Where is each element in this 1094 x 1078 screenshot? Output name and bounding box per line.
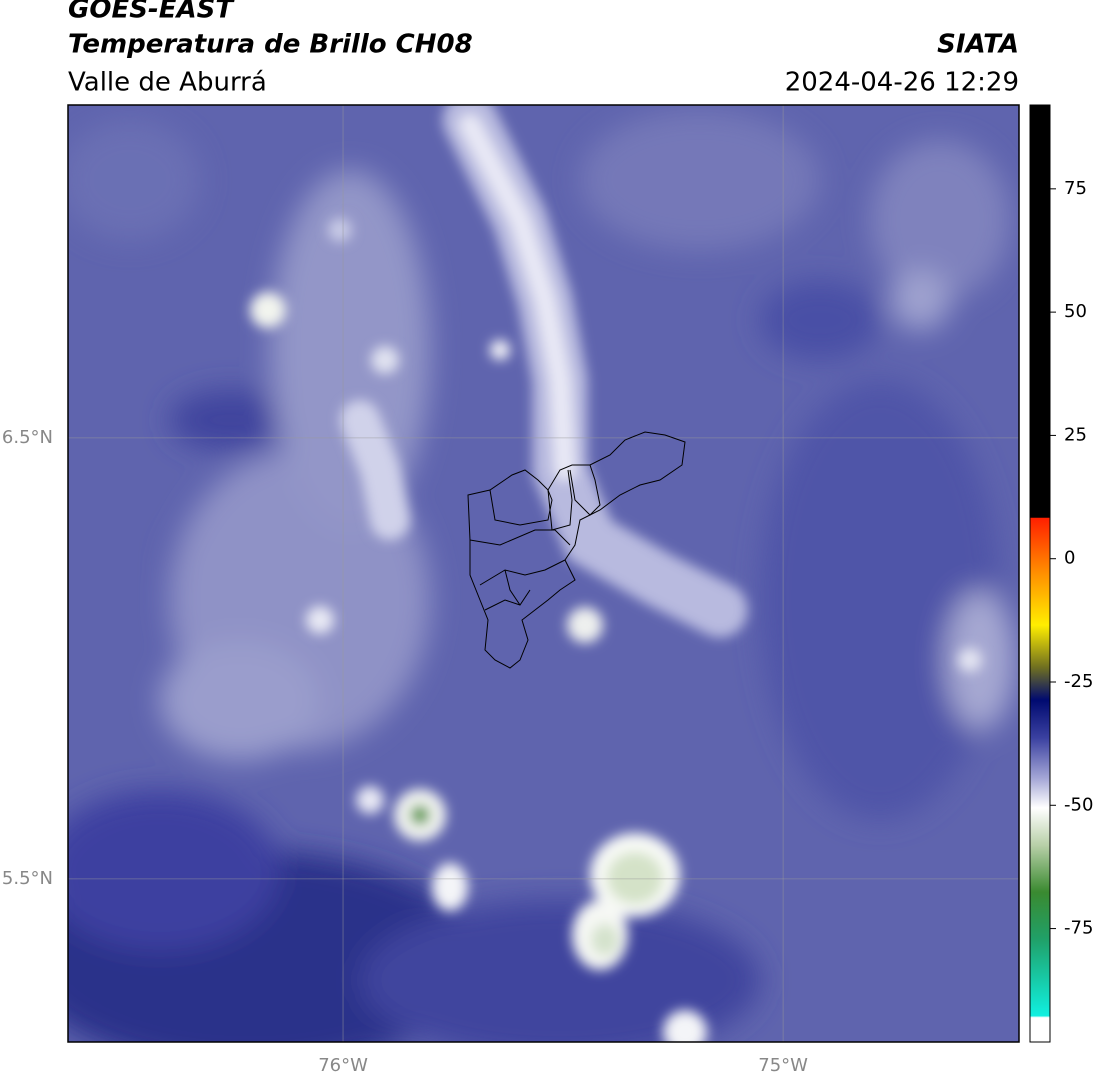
colorbar — [1029, 104, 1051, 1043]
title: GOES-EAST — [68, 0, 235, 25]
x-tick-label: 75°W — [758, 1055, 808, 1076]
y-tick-label: 6.5°N — [2, 427, 53, 448]
source: SIATA — [937, 30, 1019, 60]
satellite-image — [68, 105, 1019, 1042]
region: Valle de Aburrá — [68, 68, 267, 98]
subtitle: Temperatura de Brillo CH08 — [68, 30, 473, 60]
colorbar-tick-label: -50 — [1064, 794, 1093, 815]
municipality-borders — [467, 431, 686, 669]
map-frame — [67, 104, 1020, 1043]
datetime: 2024-04-26 12:29 — [785, 68, 1019, 98]
x-tick-label: 76°W — [318, 1055, 368, 1076]
colorbar-tick-label: 75 — [1064, 178, 1087, 199]
colorbar-tick-label: 0 — [1064, 548, 1075, 569]
y-tick-label: 5.5°N — [2, 868, 53, 889]
colorbar-tick-label: 25 — [1064, 424, 1087, 445]
colorbar-tick-label: -25 — [1064, 671, 1093, 692]
colorbar-tick-label: 50 — [1064, 301, 1087, 322]
colorbar-tick-label: -75 — [1064, 918, 1093, 939]
